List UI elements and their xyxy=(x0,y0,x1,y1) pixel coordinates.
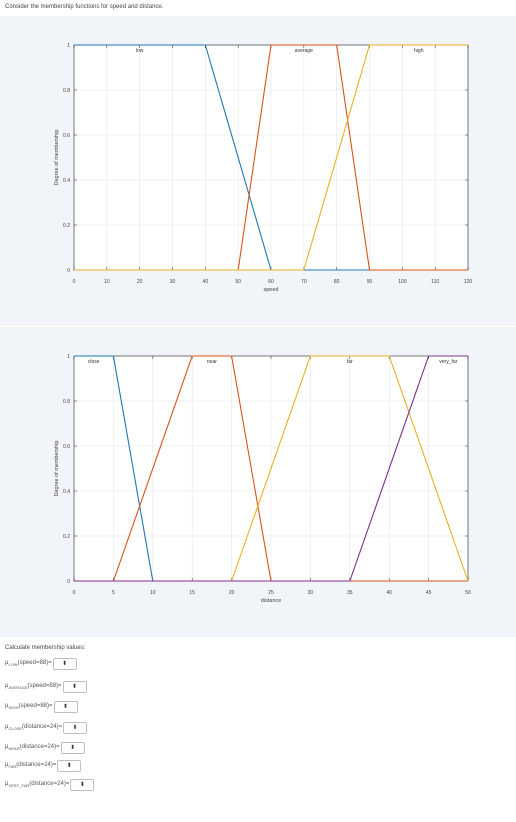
y-tick-label: 0.2 xyxy=(63,534,70,540)
x-tick-label: 10 xyxy=(104,279,110,285)
calc-row-high: μHIGH(speed=88)= ⬍ xyxy=(5,700,78,714)
y-tick-label: 0.6 xyxy=(63,133,70,139)
series-line-very-far xyxy=(74,355,468,582)
y-tick-label: 0.6 xyxy=(63,444,70,450)
x-tick-label: 0 xyxy=(73,590,76,596)
x-tick-label: 0 xyxy=(73,279,76,285)
select-arrows-icon: ⬍ xyxy=(66,763,72,769)
x-tick-label: 90 xyxy=(367,279,373,285)
question-text: Consider the membership functions for sp… xyxy=(5,4,164,10)
calc-row-low: μLOW(speed=88)= ⬍ xyxy=(5,657,77,671)
x-tick-label: 100 xyxy=(398,279,407,285)
x-tick-label: 15 xyxy=(189,590,195,596)
speed-membership-chart: 0 10 20 30 40 50 60 70 80 90 100 110 120 0 0.2 0.4 0.6 0.… xyxy=(0,16,516,326)
distance-chart-svg: 0 5 10 15 20 25 30 35 40 45 50 0 0.2 0.4 0.6 0.8 1 distan… xyxy=(54,354,471,604)
y-tick-label: 0.4 xyxy=(63,489,70,495)
x-tick-label: 80 xyxy=(334,279,340,285)
series-label-high: high xyxy=(414,48,424,54)
x-tick-label: 5 xyxy=(112,590,115,596)
y-tick-label: 0.8 xyxy=(63,399,70,405)
x-tick-label: 40 xyxy=(203,279,209,285)
mu-near-label: μNEAR(distance=24)= xyxy=(5,744,60,752)
x-axis-title: distance xyxy=(261,598,282,604)
calc-row-average: μAVERAGE(speed=88)= ⬍ xyxy=(5,680,87,694)
calc-row-close: μCLOSE(distance=24)= ⬍ xyxy=(5,721,88,735)
select-arrows-icon: ⬍ xyxy=(72,725,78,731)
mu-near-select[interactable]: ⬍ xyxy=(60,742,85,754)
mu-low-select[interactable]: ⬍ xyxy=(52,658,77,670)
x-tick-label: 110 xyxy=(431,279,439,285)
x-tick-label: 50 xyxy=(235,279,241,285)
x-tick-label: 20 xyxy=(137,279,143,285)
select-arrows-icon: ⬍ xyxy=(79,782,85,788)
x-tick-label: 30 xyxy=(170,279,176,285)
y-axis-title: Degree of membership xyxy=(54,130,60,186)
select-arrows-icon: ⬍ xyxy=(72,684,78,690)
mu-close-label: μCLOSE(distance=24)= xyxy=(5,724,63,732)
x-tick-label: 30 xyxy=(308,590,314,596)
mu-average-select[interactable]: ⬍ xyxy=(62,681,87,693)
series-line-high xyxy=(74,44,468,271)
series-label-low: low xyxy=(136,48,144,54)
y-tick-label: 0.4 xyxy=(63,178,70,184)
x-axis-title: speed xyxy=(264,287,279,293)
mu-very-far-label: μVERY_FAR(distance=24)= xyxy=(5,781,70,789)
mu-close-select[interactable]: ⬍ xyxy=(63,722,88,734)
select-arrows-icon: ⬍ xyxy=(62,704,69,710)
calculate-title: Calculate membership values: xyxy=(5,645,86,651)
y-tick-label: 1 xyxy=(67,354,70,360)
x-tick-label: 35 xyxy=(347,590,353,596)
y-tick-label: 0.8 xyxy=(63,88,70,94)
select-arrows-icon: ⬍ xyxy=(62,661,68,667)
series-label-very-far: very_far xyxy=(439,359,457,365)
series-label-close: close xyxy=(88,359,100,365)
y-axis-title: Degree of membership xyxy=(54,441,60,497)
mu-low-label: μLOW(speed=88)= xyxy=(5,660,52,668)
mu-far-label: μFAR(distance=24)= xyxy=(5,762,57,770)
x-tick-label: 10 xyxy=(150,590,156,596)
select-arrows-icon: ⬍ xyxy=(70,745,76,751)
calc-row-far: μFAR(distance=24)= ⬍ xyxy=(5,759,82,773)
series-label-near: near xyxy=(207,359,217,365)
x-tick-label: 60 xyxy=(268,279,274,285)
speed-chart-svg: 0 10 20 30 40 50 60 70 80 90 100 110 120 0 0.2 0.4 0.6 0.… xyxy=(54,43,473,293)
x-tick-label: 120 xyxy=(464,279,473,285)
x-tick-label: 20 xyxy=(229,590,235,596)
mu-average-label: μAVERAGE(speed=88)= xyxy=(5,683,62,691)
mu-far-select[interactable]: ⬍ xyxy=(57,760,82,772)
calc-row-near: μNEAR(distance=24)= ⬍ xyxy=(5,741,85,755)
x-tick-label: 25 xyxy=(268,590,274,596)
y-tick-label: 0 xyxy=(67,579,70,585)
series-label-average: average xyxy=(295,48,313,54)
y-tick-label: 0 xyxy=(67,268,70,274)
mu-high-label: μHIGH(speed=88)= xyxy=(5,703,53,711)
x-tick-label: 45 xyxy=(426,590,432,596)
y-tick-label: 1 xyxy=(67,43,70,49)
x-tick-label: 40 xyxy=(386,590,392,596)
y-tick-label: 0.2 xyxy=(63,223,70,229)
calc-row-very-far: μVERY_FAR(distance=24)= ⬍ xyxy=(5,778,95,792)
mu-high-select[interactable]: ⬍ xyxy=(53,701,78,713)
series-label-far: far xyxy=(347,359,353,365)
x-tick-label: 70 xyxy=(301,279,307,285)
x-tick-label: 50 xyxy=(465,590,471,596)
mu-very-far-select[interactable]: ⬍ xyxy=(70,779,95,791)
distance-membership-chart: 0 5 10 15 20 25 30 35 40 45 50 0 0.2 0.4 0.6 0.8 1 distan… xyxy=(0,327,516,637)
